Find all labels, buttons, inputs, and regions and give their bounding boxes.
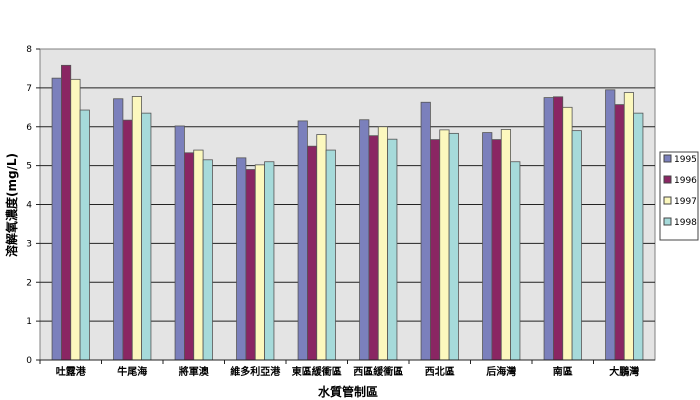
bar-1997-0 — [70, 78, 81, 361]
legend-label: 1998 — [674, 218, 697, 228]
bar-1996-3 — [245, 169, 256, 361]
bar-1997-4 — [316, 134, 327, 361]
bar-1998-8 — [571, 130, 582, 361]
bar-1998-1 — [141, 112, 152, 361]
x-tick-label: 西區緩衝區 — [353, 365, 403, 378]
y-tick-label: 6 — [26, 123, 32, 133]
legend-swatch — [663, 154, 672, 163]
x-tick-label: 牛尾海 — [117, 365, 147, 378]
bar-1996-5 — [368, 135, 379, 361]
x-tick-label: 西北區 — [425, 365, 455, 378]
bar-1998-0 — [79, 109, 90, 361]
bar-1997-3 — [254, 164, 265, 361]
bar-1997-6 — [439, 129, 450, 361]
bar-1995-0 — [51, 77, 62, 361]
legend-swatch — [663, 217, 672, 226]
bar-1996-4 — [307, 145, 318, 361]
bar-1995-5 — [359, 119, 370, 361]
bar-1996-9 — [614, 104, 625, 361]
y-tick-label: 3 — [26, 239, 32, 249]
x-tick-label: 東區緩衝區 — [292, 365, 342, 378]
legend-swatch — [663, 175, 672, 184]
bar-1997-1 — [131, 96, 142, 361]
y-tick-label: 2 — [26, 278, 32, 288]
bar-1996-1 — [122, 119, 133, 361]
bar-1995-7 — [482, 132, 493, 361]
bar-1996-2 — [184, 152, 195, 361]
y-tick-label: 1 — [26, 317, 32, 327]
legend-swatch — [663, 196, 672, 205]
bar-1998-5 — [387, 138, 398, 361]
y-axis-title: 溶解氧濃度(mg/L) — [4, 153, 19, 257]
bar-1995-2 — [174, 125, 185, 361]
bar-1995-3 — [236, 157, 247, 361]
bar-1995-8 — [543, 97, 554, 361]
legend-label: 1996 — [674, 176, 697, 186]
bar-1997-5 — [377, 126, 388, 361]
x-axis-title: 水質管制區 — [318, 384, 378, 399]
y-tick-label: 0 — [26, 356, 32, 366]
bar-1997-9 — [623, 92, 634, 361]
bar-1998-7 — [510, 161, 521, 361]
bar-1995-1 — [113, 98, 124, 361]
bar-1998-4 — [325, 149, 336, 361]
bar-1997-2 — [193, 149, 204, 361]
y-tick-label: 5 — [26, 162, 32, 172]
bar-1998-9 — [633, 112, 644, 361]
bar-1995-9 — [605, 89, 616, 361]
bar-1996-7 — [491, 139, 502, 361]
bar-1998-3 — [264, 161, 275, 361]
legend-label: 1997 — [674, 197, 697, 207]
legend: 1995 1996 1997 1998 — [659, 151, 699, 241]
x-tick-label: 維多利亞港 — [230, 365, 281, 378]
bar-1996-0 — [61, 64, 72, 361]
x-tick-label: 吐露港 — [56, 365, 87, 378]
bar-1998-2 — [202, 159, 213, 361]
x-tick-label: 后海灣 — [486, 365, 516, 378]
bar-1997-8 — [562, 106, 573, 361]
y-tick-label: 8 — [26, 45, 32, 55]
bar-1997-7 — [500, 129, 511, 361]
legend-label: 1995 — [674, 155, 697, 165]
bar-1995-6 — [420, 101, 431, 361]
y-tick-label: 7 — [26, 84, 32, 94]
x-tick-label: 將軍澳 — [179, 365, 210, 378]
x-tick-label: 南區 — [553, 365, 573, 378]
bar-1995-4 — [297, 120, 308, 361]
y-tick-label: 4 — [26, 201, 32, 211]
bar-1996-8 — [553, 96, 564, 361]
bar-1996-6 — [430, 139, 441, 361]
bar-1998-6 — [448, 132, 459, 361]
x-tick-label: 大鵬灣 — [609, 365, 639, 378]
